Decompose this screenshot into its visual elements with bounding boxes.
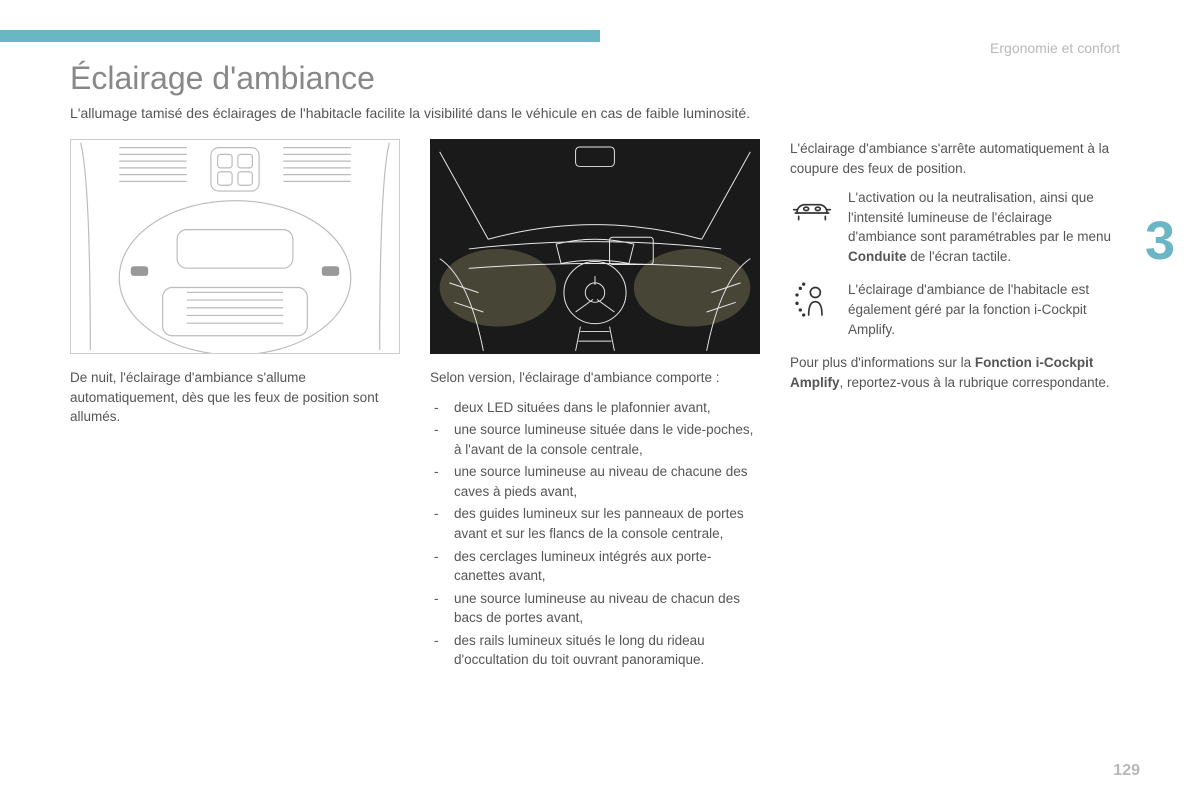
list-item: -des rails lumineux situés le long du ri… xyxy=(430,631,760,670)
p2-post: , reportez-vous à la rubrique correspond… xyxy=(840,375,1110,390)
column-1: De nuit, l'éclairage d'ambiance s'allume… xyxy=(70,139,400,673)
note1-post: de l'écran tactile. xyxy=(907,249,1012,264)
list-item-text: une source lumineuse au niveau de chacun… xyxy=(454,589,760,628)
columns: De nuit, l'éclairage d'ambiance s'allume… xyxy=(70,139,1120,673)
car-icon xyxy=(790,188,834,266)
person-settings-icon xyxy=(790,280,834,339)
column-3: L'éclairage d'ambiance s'arrête automati… xyxy=(790,139,1120,673)
note1-pre: L'activation ou la neutralisation, ainsi… xyxy=(848,190,1111,244)
dashboard-night-illustration xyxy=(430,139,760,354)
page-title: Éclairage d'ambiance xyxy=(70,60,1120,97)
header-accent-bar xyxy=(0,30,600,42)
p2-pre: Pour plus d'informations sur la xyxy=(790,355,975,370)
note-icockpit: L'éclairage d'ambiance de l'habitacle es… xyxy=(790,280,1120,339)
list-item-text: une source lumineuse située dans le vide… xyxy=(454,420,760,459)
list-item: -une source lumineuse au niveau de chacu… xyxy=(430,589,760,628)
list-item: -une source lumineuse située dans le vid… xyxy=(430,420,760,459)
page-content: Éclairage d'ambiance L'allumage tamisé d… xyxy=(70,60,1120,673)
list-item: -une source lumineuse au niveau de chacu… xyxy=(430,462,760,501)
note-icockpit-text: L'éclairage d'ambiance de l'habitacle es… xyxy=(848,280,1120,339)
page-number: 129 xyxy=(1113,762,1140,780)
list-item-text: des guides lumineux sur les panneaux de … xyxy=(454,504,760,543)
list-item-text: des cerclages lumineux intégrés aux port… xyxy=(454,547,760,586)
list-item-text: des rails lumineux situés le long du rid… xyxy=(454,631,760,670)
note1-bold: Conduite xyxy=(848,249,907,264)
section-label: Ergonomie et confort xyxy=(990,40,1120,56)
note-touchscreen-text: L'activation ou la neutralisation, ainsi… xyxy=(848,188,1120,266)
list-item: -des guides lumineux sur les panneaux de… xyxy=(430,504,760,543)
overhead-console-illustration xyxy=(70,139,400,354)
column-3-p1: L'éclairage d'ambiance s'arrête automati… xyxy=(790,139,1120,178)
feature-list: -deux LED situées dans le plafonnier ava… xyxy=(430,398,760,670)
list-item-text: deux LED situées dans le plafonnier avan… xyxy=(454,398,760,418)
list-item: -des cerclages lumineux intégrés aux por… xyxy=(430,547,760,586)
list-item: -deux LED situées dans le plafonnier ava… xyxy=(430,398,760,418)
page-subtitle: L'allumage tamisé des éclairages de l'ha… xyxy=(70,105,1120,121)
column-3-p2: Pour plus d'informations sur la Fonction… xyxy=(790,353,1120,392)
column-1-caption: De nuit, l'éclairage d'ambiance s'allume… xyxy=(70,368,400,427)
note-touchscreen: L'activation ou la neutralisation, ainsi… xyxy=(790,188,1120,266)
column-2: Selon version, l'éclairage d'ambiance co… xyxy=(430,139,760,673)
list-item-text: une source lumineuse au niveau de chacun… xyxy=(454,462,760,501)
chapter-number: 3 xyxy=(1145,210,1175,272)
column-2-intro: Selon version, l'éclairage d'ambiance co… xyxy=(430,368,760,388)
